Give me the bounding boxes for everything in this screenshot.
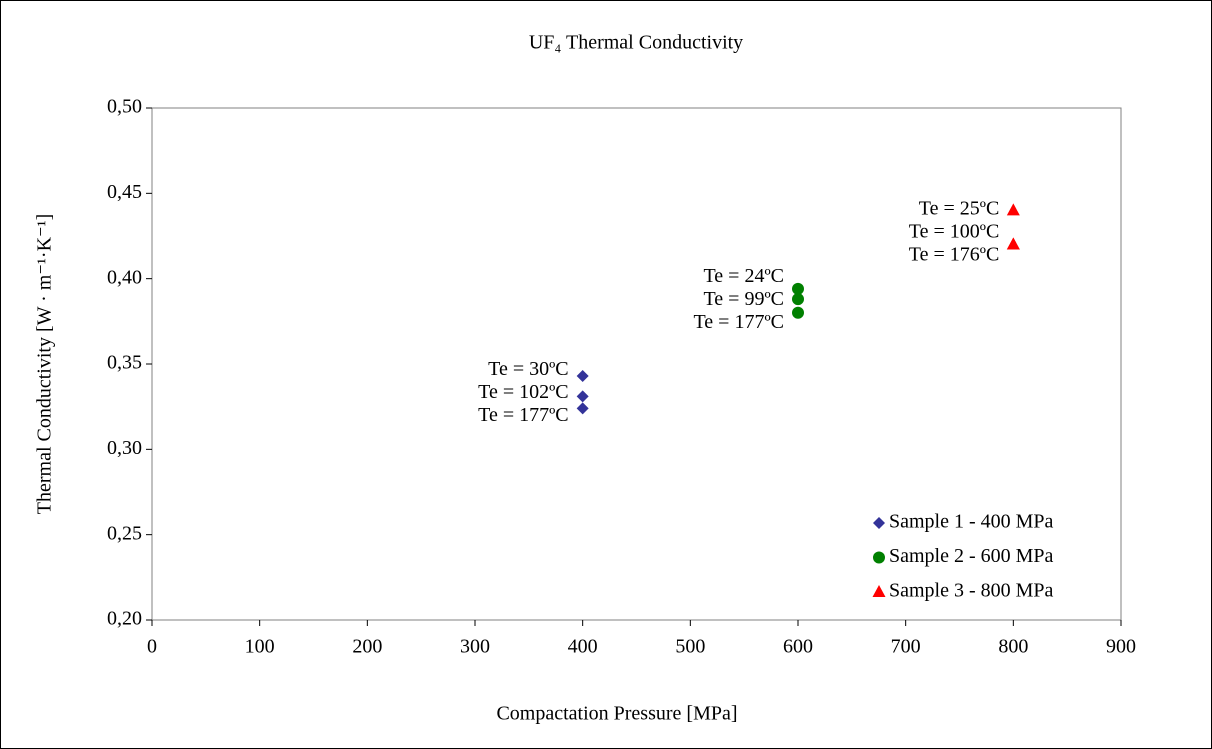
x-tick-label: 700 [891, 636, 921, 658]
y-tick-label: 0,30 [107, 437, 142, 459]
x-tick-label: 600 [783, 636, 813, 658]
x-tick-label: 900 [1106, 636, 1136, 658]
x-tick-label: 400 [568, 636, 598, 658]
legend-marker [873, 517, 885, 529]
circle-marker [792, 282, 804, 295]
point-label: Te = 99ºC [703, 288, 784, 310]
y-tick-label: 0,40 [107, 266, 142, 288]
circle-marker [792, 306, 804, 319]
y-tick-label: 0,35 [107, 352, 142, 374]
y-tick-label: 0,50 [107, 96, 142, 118]
diamond-marker [576, 402, 589, 415]
x-tick-label: 500 [675, 636, 705, 658]
point-label: Te = 177ºC [478, 404, 569, 426]
point-label: Te = 102ºC [478, 381, 569, 403]
x-tick-label: 200 [352, 636, 382, 658]
legend-marker [872, 585, 886, 597]
y-tick-label: 0,45 [107, 181, 142, 203]
x-axis-label: Compactation Pressure [MPa] [496, 703, 737, 725]
circle-marker [792, 293, 804, 306]
legend-label: Sample 1 - 400 MPa [889, 511, 1054, 533]
triangle-marker [1006, 237, 1020, 250]
y-tick-label: 0,25 [107, 522, 142, 544]
point-label: Te = 24ºC [703, 265, 784, 287]
x-tick-label: 0 [147, 636, 157, 658]
legend-marker [873, 551, 885, 564]
triangle-marker [1006, 203, 1020, 216]
legend-label: Sample 3 - 800 MPa [889, 580, 1054, 602]
x-tick-label: 300 [460, 636, 490, 658]
diamond-marker [576, 369, 589, 382]
y-axis-label: Thermal Conductivity [W · m⁻¹·K⁻¹] [34, 214, 56, 514]
point-label: Te = 100ºC [909, 221, 1000, 243]
y-tick-label: 0,20 [107, 608, 142, 630]
point-label: Te = 176ºC [909, 244, 1000, 266]
point-label: Te = 30ºC [488, 358, 569, 380]
chart-title: UF₄ Thermal Conductivity [529, 32, 743, 54]
x-tick-label: 100 [245, 636, 275, 658]
legend-label: Sample 2 - 600 MPa [889, 545, 1054, 567]
point-label: Te = 177ºC [693, 311, 784, 333]
diamond-marker [576, 390, 589, 403]
x-tick-label: 800 [998, 636, 1028, 658]
point-label: Te = 25ºC [919, 198, 1000, 220]
